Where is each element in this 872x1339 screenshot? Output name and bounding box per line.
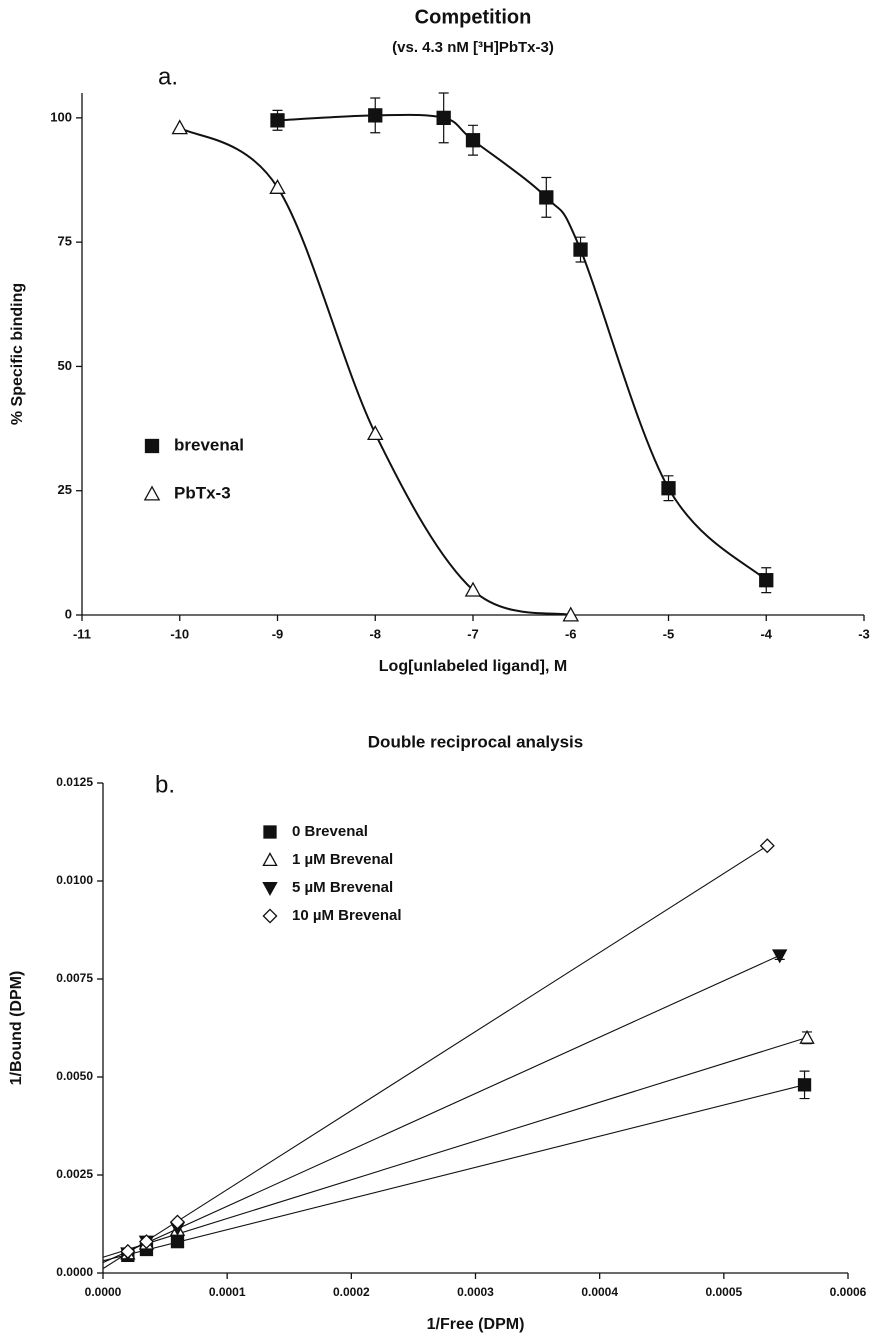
marker bbox=[759, 838, 775, 854]
legend-label: 0 Brevenal bbox=[292, 823, 368, 840]
y-tick-label: 0.0125 bbox=[56, 775, 93, 789]
marker bbox=[138, 1234, 154, 1250]
marker bbox=[171, 119, 188, 135]
marker bbox=[772, 949, 788, 964]
marker bbox=[661, 481, 676, 496]
x-tick-label: -10 bbox=[170, 626, 189, 641]
marker bbox=[263, 825, 277, 839]
x-tick-label: -8 bbox=[369, 626, 381, 641]
legend-label: 5 µM Brevenal bbox=[292, 879, 393, 896]
y-tick-label: 100 bbox=[50, 109, 72, 124]
legend-label: 10 µM Brevenal bbox=[292, 907, 402, 924]
x-tick-label: 0.0001 bbox=[209, 1285, 246, 1299]
y-tick-label: 0.0025 bbox=[56, 1167, 93, 1181]
marker bbox=[436, 110, 451, 126]
marker bbox=[270, 113, 285, 128]
y-tick-label: 0 bbox=[65, 606, 72, 621]
y-tick-label: 25 bbox=[58, 482, 72, 497]
x-tick-label: 0.0000 bbox=[85, 1285, 122, 1299]
marker bbox=[539, 190, 554, 205]
y-tick-label: 0.0000 bbox=[56, 1265, 93, 1279]
marker bbox=[144, 438, 160, 454]
x-tick-label: 0.0006 bbox=[830, 1285, 867, 1299]
legend-label: brevenal bbox=[174, 435, 244, 454]
y-axis-title: 1/Bound (DPM) bbox=[8, 971, 25, 1086]
x-axis-title: 1/Free (DPM) bbox=[427, 1316, 525, 1333]
x-axis-title: Log[unlabeled ligand], M bbox=[379, 658, 567, 675]
panel-label: b. bbox=[155, 771, 175, 798]
marker bbox=[120, 1243, 136, 1259]
x-tick-label: -5 bbox=[663, 626, 675, 641]
x-tick-label: -3 bbox=[858, 626, 870, 641]
x-tick-label: -7 bbox=[467, 626, 479, 641]
chart-title: Competition bbox=[415, 6, 532, 28]
y-tick-label: 0.0075 bbox=[56, 971, 93, 985]
marker bbox=[367, 425, 384, 441]
marker bbox=[143, 485, 161, 501]
legend-label: 1 µM Brevenal bbox=[292, 851, 393, 868]
y-tick-label: 75 bbox=[58, 234, 72, 249]
fit-line bbox=[102, 1036, 808, 1258]
marker bbox=[799, 1029, 815, 1044]
marker bbox=[262, 852, 278, 867]
fit-curve bbox=[179, 126, 571, 616]
y-tick-label: 0.0050 bbox=[56, 1069, 93, 1083]
legend-label: PbTx-3 bbox=[174, 483, 231, 502]
x-tick-label: -4 bbox=[760, 626, 772, 641]
chart-title: Double reciprocal analysis bbox=[368, 732, 583, 751]
marker bbox=[169, 1214, 186, 1230]
x-tick-label: 0.0005 bbox=[705, 1285, 742, 1299]
marker bbox=[562, 606, 579, 622]
marker bbox=[573, 242, 588, 257]
marker bbox=[368, 108, 383, 123]
marker bbox=[262, 881, 278, 896]
marker bbox=[262, 908, 278, 924]
marker bbox=[797, 1078, 812, 1092]
fit-curve bbox=[277, 113, 767, 581]
x-tick-label: -6 bbox=[565, 626, 577, 641]
fit-line bbox=[102, 954, 780, 1264]
y-tick-label: 50 bbox=[58, 358, 72, 373]
fit-line bbox=[102, 1084, 805, 1262]
x-tick-label: -11 bbox=[73, 626, 91, 641]
marker bbox=[170, 1234, 185, 1249]
x-tick-label: 0.0002 bbox=[333, 1285, 370, 1299]
marker bbox=[759, 573, 774, 588]
x-tick-label: -9 bbox=[272, 626, 284, 641]
chart-subtitle: (vs. 4.3 nM [³H]PbTx-3) bbox=[392, 39, 554, 56]
y-axis-title: % Specific binding bbox=[9, 283, 26, 425]
x-tick-label: 0.0003 bbox=[457, 1285, 494, 1299]
marker bbox=[464, 581, 482, 597]
fit-line bbox=[102, 845, 768, 1270]
marker bbox=[465, 133, 481, 148]
y-tick-label: 0.0100 bbox=[56, 873, 93, 887]
panel-label: a. bbox=[158, 63, 178, 90]
marker bbox=[269, 178, 286, 194]
x-tick-label: 0.0004 bbox=[581, 1285, 618, 1299]
